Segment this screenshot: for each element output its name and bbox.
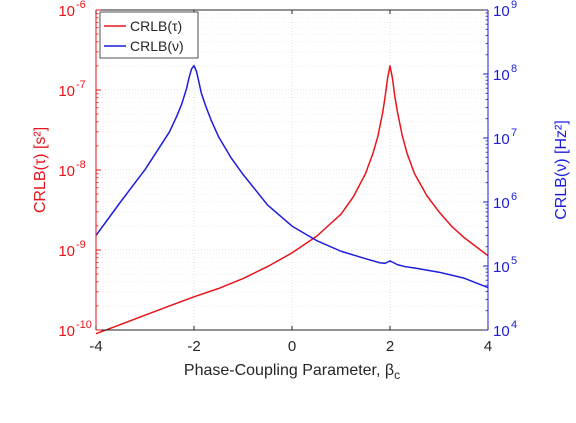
- right-y-axis-label: CRLB(ν) [Hz²]: [553, 120, 570, 220]
- left-y-tick-exponent: -9: [76, 239, 86, 251]
- left-y-tick-label: 10: [58, 243, 75, 260]
- legend-layer: CRLB(τ) CRLB(ν): [99, 11, 199, 59]
- series-layer: [95, 64, 489, 335]
- series-line-crlb-tau: [95, 65, 489, 335]
- right-y-tick-label: 10: [493, 195, 510, 212]
- left-y-axis-label: CRLB(τ) [s²]: [32, 127, 49, 213]
- x-axis-label: Phase-Coupling Parameter, βc: [184, 362, 400, 382]
- right-y-tick-label: 10: [493, 323, 510, 340]
- legend-label-crlb-nu: CRLB(ν): [130, 38, 184, 54]
- left-y-tick-label: 10: [58, 323, 75, 340]
- right-y-tick-exponent: 5: [511, 255, 517, 267]
- left-y-tick-label: 10: [58, 3, 75, 20]
- left-y-tick-exponent: -8: [76, 159, 86, 171]
- left-y-tick-label: 10: [58, 83, 75, 100]
- left-y-tick-label: 10: [58, 163, 75, 180]
- right-y-tick-label: 10: [493, 259, 510, 276]
- series-line-crlb-nu: [95, 64, 489, 289]
- right-y-tick-exponent: 8: [511, 63, 517, 75]
- right-y-tick-label: 10: [493, 131, 510, 148]
- left-y-tick-exponent: -10: [76, 319, 92, 331]
- axes-layer: [95, 9, 489, 331]
- x-axis-label-main: Phase-Coupling Parameter, β: [184, 362, 394, 379]
- x-tick-label: -4: [89, 338, 102, 355]
- x-axis-label-subscript: c: [394, 368, 400, 382]
- right-y-tick-exponent: 6: [511, 191, 517, 203]
- legend-box: [99, 11, 199, 59]
- x-tick-label: 0: [288, 338, 296, 355]
- right-y-tick-exponent: 4: [511, 319, 517, 331]
- right-y-tick-exponent: 7: [511, 127, 517, 139]
- right-y-tick-label: 10: [493, 67, 510, 84]
- right-y-tick-label: 10: [493, 3, 510, 20]
- x-tick-label: -2: [187, 338, 200, 355]
- x-tick-label: 2: [386, 338, 394, 355]
- right-y-tick-exponent: 9: [511, 0, 517, 11]
- x-tick-label: 4: [484, 338, 492, 355]
- left-y-tick-exponent: -7: [76, 79, 86, 91]
- left-y-tick-exponent: -6: [76, 0, 86, 11]
- legend-label-crlb-tau: CRLB(τ): [130, 18, 182, 34]
